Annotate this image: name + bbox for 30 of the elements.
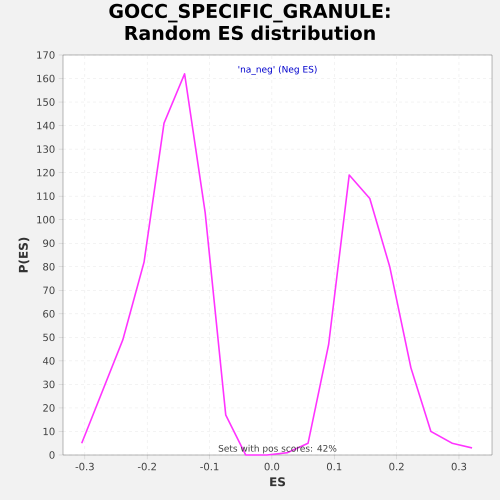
- y-tick-label: 0: [49, 451, 55, 459]
- y-tick-label: 40: [42, 357, 55, 365]
- x-tick-label: 0.1: [326, 462, 342, 470]
- y-tick-label: 50: [43, 334, 55, 342]
- y-tick-label: 100: [37, 216, 55, 224]
- y-tick-label: 60: [43, 310, 55, 318]
- y-tick-label: 80: [43, 262, 55, 271]
- annotation: 'na_neg' (Neg ES): [238, 66, 317, 75]
- x-tick-label: -0.2: [138, 462, 156, 470]
- y-tick-label: 160: [37, 74, 55, 82]
- x-tick-label: 0.0: [264, 462, 280, 470]
- y-tick-label: 110: [37, 192, 55, 200]
- y-tick-label: 10: [44, 428, 55, 436]
- y-axis-title: P(ES): [18, 238, 30, 272]
- y-tick-label: 90: [43, 239, 55, 248]
- y-tick-label: 150: [37, 98, 55, 106]
- x-tick-label: 0.3: [452, 462, 466, 470]
- y-tick-label: 20: [43, 404, 55, 412]
- x-tick-label: 0.2: [389, 462, 404, 470]
- x-tick-label: -0.3: [76, 462, 94, 470]
- chart-title: GOCC_SPECIFIC_GRANULE: Random ES distribution: [109, 4, 390, 40]
- y-tick-label: 140: [37, 122, 55, 130]
- y-tick-label: 170: [37, 51, 55, 59]
- y-tick-label: 120: [37, 168, 55, 176]
- y-tick-label: 70: [43, 286, 55, 294]
- x-axis-title: ES: [270, 477, 286, 486]
- y-tick-label: 30: [43, 380, 55, 388]
- x-tick-label: -0.1: [200, 462, 218, 470]
- line-series: [80, 73, 473, 456]
- y-tick-label: 130: [37, 145, 55, 153]
